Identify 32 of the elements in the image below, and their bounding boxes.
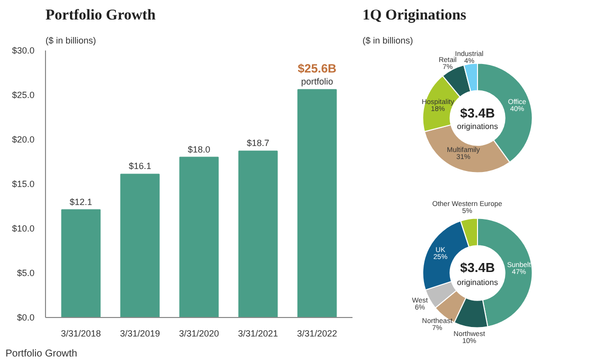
- data-label: $18.0: [188, 144, 210, 154]
- bar: [238, 150, 278, 318]
- chart-subtitle: ($ in billions): [46, 36, 96, 46]
- annotation: portfolio: [301, 76, 334, 87]
- text: originations: [457, 122, 498, 132]
- y-tick-label: $5.0: [16, 268, 35, 278]
- data-label: $16.1: [128, 161, 152, 172]
- text: $3.4B: [460, 260, 495, 276]
- data-label: $12.1: [70, 196, 92, 207]
- chart-title: Portfolio Growth: [46, 8, 156, 24]
- bar: [179, 156, 219, 318]
- text: Portfolio Growth: [6, 348, 78, 360]
- y-tick-label: $30.0: [12, 46, 35, 56]
- x-tick-label: 3/31/2018: [60, 328, 101, 338]
- bar: [297, 89, 337, 318]
- text: $3.4B: [460, 105, 495, 120]
- text: originations: [457, 278, 498, 287]
- x-tick-label: 3/31/2019: [120, 328, 160, 338]
- y-tick-label: $15.0: [12, 179, 35, 189]
- y-tick-label: $0.0: [16, 312, 35, 322]
- x-tick-label: 3/31/2022: [297, 328, 338, 338]
- chart-subtitle: ($ in billions): [362, 36, 414, 46]
- bar: [120, 174, 160, 318]
- x-tick-label: 3/31/2021: [238, 328, 278, 338]
- y-tick-label: $20.0: [12, 134, 35, 144]
- x-tick-label: 3/31/2020: [178, 328, 220, 338]
- annotation: $25.6B: [298, 62, 337, 76]
- chart-title: 1Q Originations: [362, 8, 466, 24]
- bar: [61, 209, 101, 318]
- y-tick-label: $10.0: [12, 224, 35, 234]
- y-tick-label: $25.0: [12, 90, 35, 100]
- data-label: $18.7: [246, 138, 270, 148]
